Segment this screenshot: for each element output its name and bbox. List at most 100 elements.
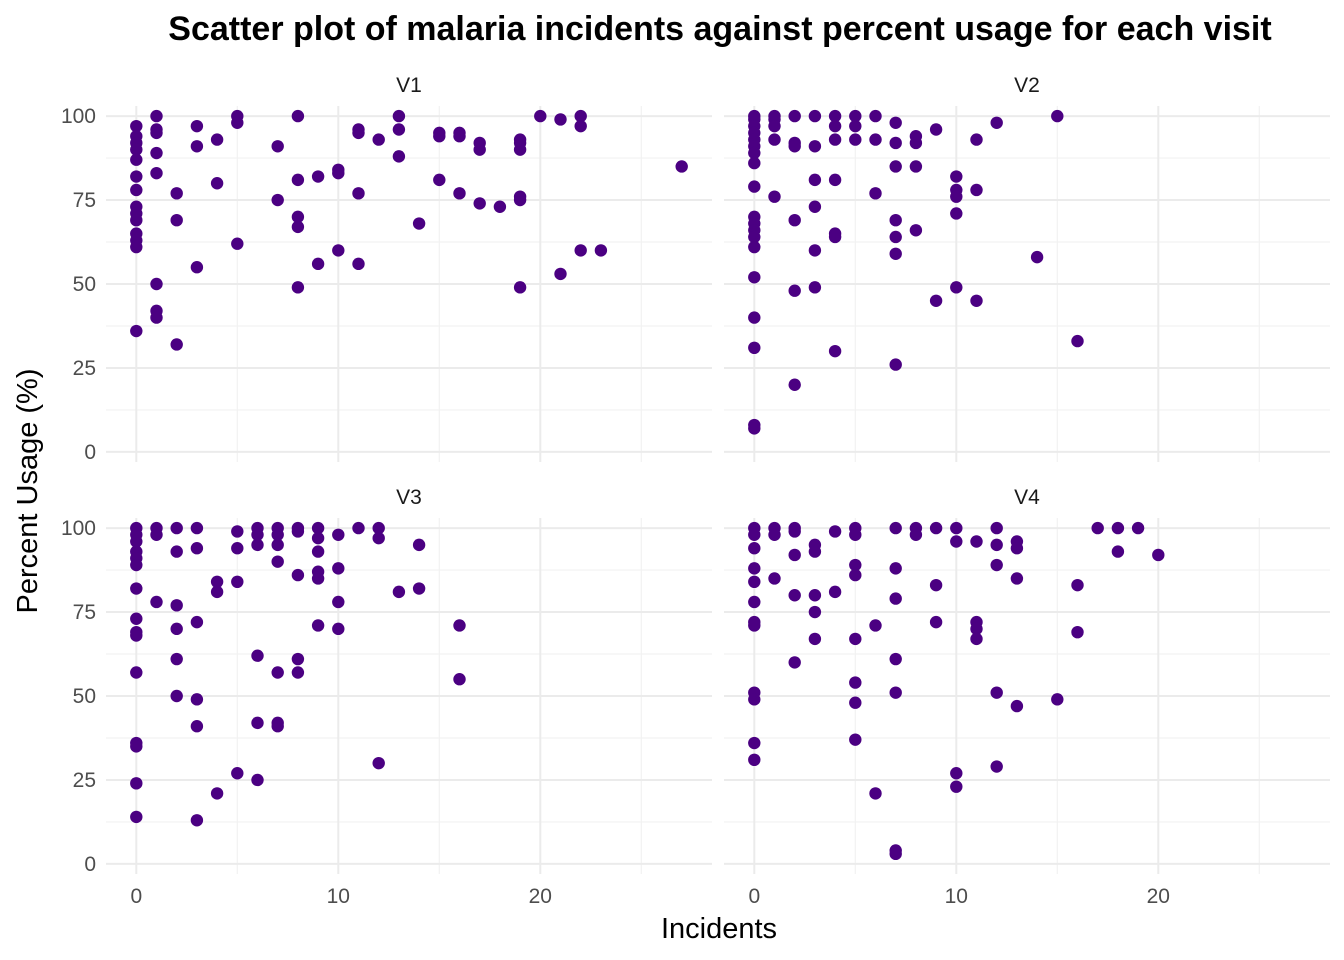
data-point — [788, 378, 801, 391]
data-point — [271, 720, 284, 733]
data-point — [150, 166, 163, 180]
data-point — [929, 578, 943, 592]
data-point — [808, 109, 822, 123]
data-point — [748, 311, 761, 324]
data-point — [574, 119, 587, 133]
data-point — [788, 284, 801, 297]
data-point — [849, 133, 862, 146]
data-point — [788, 109, 801, 123]
data-point — [332, 595, 345, 609]
facet-label: V4 — [1014, 486, 1040, 509]
data-point — [748, 753, 761, 767]
data-point — [889, 521, 902, 535]
data-point — [849, 676, 862, 689]
data-point — [849, 109, 862, 123]
data-point — [190, 261, 204, 274]
data-point — [1010, 542, 1024, 555]
data-point — [849, 558, 862, 572]
data-point — [291, 281, 305, 294]
data-point — [828, 344, 842, 358]
data-point — [950, 521, 963, 535]
x-tick-label: 10 — [327, 885, 350, 908]
y-tick-label: 75 — [73, 189, 96, 212]
data-point — [828, 119, 842, 133]
data-point — [210, 585, 224, 599]
x-tick-label: 0 — [748, 885, 760, 908]
data-point — [1030, 250, 1044, 264]
data-point — [1152, 548, 1165, 562]
data-point — [748, 595, 761, 609]
data-point — [251, 538, 264, 552]
facet-label: V3 — [396, 486, 422, 509]
data-point — [554, 267, 567, 281]
data-point — [251, 716, 264, 730]
data-point — [210, 133, 224, 146]
data-point — [808, 545, 822, 558]
data-point — [748, 693, 761, 706]
data-point — [748, 156, 761, 170]
data-point — [311, 572, 325, 585]
data-point — [808, 605, 822, 619]
data-point — [748, 528, 761, 541]
data-point — [828, 585, 842, 599]
data-point — [412, 217, 426, 230]
data-point — [291, 173, 305, 187]
data-point — [170, 213, 183, 227]
data-point — [453, 673, 466, 686]
data-point — [130, 629, 143, 642]
facet-panel-v3: V3 0 25 50 75 100 0 10 20 — [61, 486, 712, 908]
facet-panel-v2: V2 — [724, 74, 1330, 462]
data-point — [748, 422, 761, 435]
data-point — [170, 187, 183, 200]
data-point — [150, 277, 163, 291]
y-tick-label: 25 — [73, 769, 96, 792]
data-point — [889, 213, 902, 227]
data-point — [291, 525, 305, 538]
data-point — [170, 599, 183, 612]
data-point — [909, 528, 923, 541]
data-point — [849, 696, 862, 709]
data-point — [1051, 693, 1064, 706]
facet-panel-v4: V4 0 10 20 — [724, 486, 1330, 908]
data-point — [1091, 521, 1104, 535]
data-point — [231, 237, 244, 250]
data-point — [170, 545, 183, 558]
data-point — [788, 140, 801, 153]
data-point — [748, 619, 761, 632]
data-point — [889, 247, 902, 260]
data-point — [170, 338, 183, 351]
data-point — [950, 281, 963, 294]
data-point — [1051, 109, 1064, 123]
data-point — [849, 568, 862, 582]
data-point — [748, 341, 761, 355]
data-point — [170, 689, 183, 703]
data-point — [929, 123, 943, 136]
facet-label: V1 — [396, 74, 422, 97]
data-point — [869, 619, 882, 632]
data-point — [748, 146, 761, 160]
data-point — [808, 281, 822, 294]
data-point — [231, 575, 244, 589]
data-point — [392, 585, 406, 599]
data-point — [768, 190, 781, 203]
data-point — [788, 589, 801, 602]
data-point — [990, 116, 1003, 129]
data-point — [869, 133, 882, 146]
data-point — [788, 548, 801, 562]
y-tick-label: 0 — [84, 441, 96, 464]
data-point — [513, 281, 527, 294]
data-point — [130, 666, 143, 679]
data-point — [1111, 545, 1125, 558]
data-point — [534, 109, 547, 123]
data-point — [271, 555, 284, 568]
data-point — [950, 780, 963, 793]
data-point — [190, 140, 204, 153]
data-point — [352, 521, 365, 535]
data-point — [190, 693, 204, 706]
data-point — [1111, 521, 1125, 535]
data-point — [1071, 625, 1084, 639]
chart-title: Scatter plot of malaria incidents agains… — [168, 10, 1271, 48]
data-point — [574, 244, 587, 257]
data-point — [513, 143, 527, 156]
data-point — [190, 521, 204, 535]
